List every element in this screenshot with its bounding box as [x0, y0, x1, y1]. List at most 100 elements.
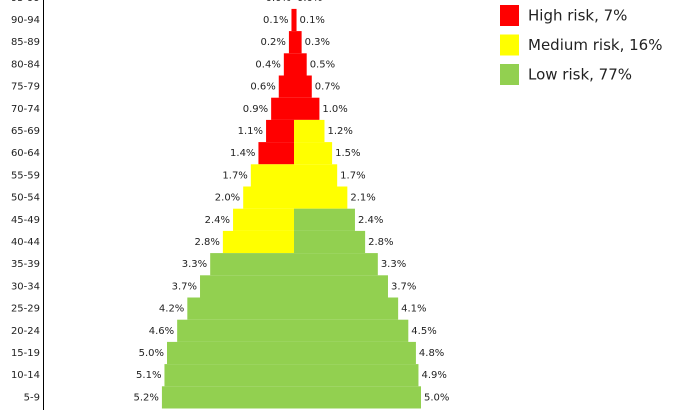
y-tick-label: 10-14 [11, 370, 40, 381]
value-label: 4.8% [419, 348, 444, 359]
bar [294, 364, 419, 387]
bar [222, 230, 294, 254]
value-label: 0.4% [255, 59, 280, 70]
bar [291, 8, 294, 32]
value-label: 1.4% [230, 148, 255, 159]
value-label: 0.3% [305, 37, 330, 48]
y-tick-label: 85-89 [11, 37, 40, 48]
legend-label: High risk, 7% [528, 7, 627, 25]
legend-label: Medium risk, 16% [528, 36, 662, 54]
legend-swatch [500, 5, 519, 26]
value-label: 1.5% [335, 148, 360, 159]
value-label: 5.0% [424, 392, 449, 403]
value-label: 5.0% [139, 348, 164, 359]
bar [187, 297, 294, 320]
bar [167, 341, 294, 365]
value-label: 4.2% [159, 304, 184, 315]
bar [294, 75, 312, 98]
bar [250, 164, 294, 187]
value-label: 5.2% [134, 392, 159, 403]
value-label: 4.1% [401, 304, 426, 315]
bar [294, 208, 355, 231]
y-tick-label: 35-39 [11, 259, 40, 270]
y-tick-label: 95-99 [11, 0, 40, 4]
bar [288, 31, 294, 54]
bar [164, 364, 294, 387]
value-label: 2.1% [350, 193, 375, 204]
value-label: 0.0% [266, 0, 291, 4]
bar [210, 253, 294, 276]
bar [278, 75, 294, 98]
legend-label: Low risk, 77% [528, 66, 632, 84]
y-tick-label: 50-54 [11, 193, 40, 204]
value-label: 0.6% [250, 82, 275, 93]
y-tick-label: 65-69 [11, 126, 40, 137]
bar [283, 53, 294, 76]
value-label: 4.9% [421, 370, 446, 381]
y-tick-label: 25-29 [11, 304, 40, 315]
value-label: 4.5% [411, 326, 436, 337]
value-label: 1.1% [238, 126, 263, 137]
bar [177, 319, 294, 342]
bar [243, 186, 294, 209]
value-label: 3.7% [391, 281, 416, 292]
y-tick-label: 5-9 [24, 392, 40, 403]
value-label: 1.7% [222, 170, 247, 181]
bar [266, 119, 294, 143]
bar [294, 31, 302, 54]
legend-swatch [500, 64, 519, 85]
value-label: 3.7% [172, 281, 197, 292]
bar [294, 53, 307, 76]
value-label: 3.3% [182, 259, 207, 270]
bar [294, 97, 320, 120]
value-label: 2.0% [215, 193, 240, 204]
value-label: 2.8% [194, 237, 219, 248]
value-label: 0.0% [297, 0, 322, 4]
y-tick-label: 30-34 [11, 281, 40, 292]
value-label: 0.1% [300, 15, 325, 26]
bar [294, 164, 338, 187]
bar [294, 119, 325, 143]
value-label: 1.7% [340, 170, 365, 181]
value-label: 1.2% [327, 126, 352, 137]
bar [294, 230, 366, 254]
value-label: 0.9% [243, 104, 268, 115]
bar [294, 275, 388, 298]
y-tick-label: 45-49 [11, 215, 40, 226]
y-tick-label: 55-59 [11, 170, 40, 181]
value-label: 0.5% [310, 59, 335, 70]
y-tick-label: 15-19 [11, 348, 40, 359]
value-label: 0.7% [315, 82, 340, 93]
bar [294, 186, 348, 209]
value-label: 0.2% [261, 37, 286, 48]
bar [271, 97, 294, 120]
bar [294, 142, 333, 165]
bar [200, 275, 294, 298]
value-label: 1.0% [322, 104, 347, 115]
y-tick-label: 40-44 [11, 237, 40, 248]
value-label: 4.6% [149, 326, 174, 337]
value-label: 2.4% [358, 215, 383, 226]
value-label: 2.4% [205, 215, 230, 226]
bar [233, 208, 294, 231]
y-tick-label: 90-94 [11, 15, 40, 26]
value-label: 2.8% [368, 237, 393, 248]
y-tick-label: 20-24 [11, 326, 40, 337]
bar [258, 142, 294, 165]
bar [294, 386, 421, 409]
bar [294, 8, 297, 32]
legend-swatch [500, 34, 519, 56]
value-label: 0.1% [263, 15, 288, 26]
bar [294, 319, 409, 342]
y-tick-label: 70-74 [11, 104, 40, 115]
bar [294, 253, 378, 276]
bar [294, 297, 399, 320]
bar [161, 386, 294, 409]
bar [294, 341, 416, 365]
value-label: 5.1% [136, 370, 161, 381]
y-tick-label: 75-79 [11, 82, 40, 93]
y-tick-label: 80-84 [11, 59, 40, 70]
y-tick-label: 60-64 [11, 148, 40, 159]
value-label: 3.3% [381, 259, 406, 270]
